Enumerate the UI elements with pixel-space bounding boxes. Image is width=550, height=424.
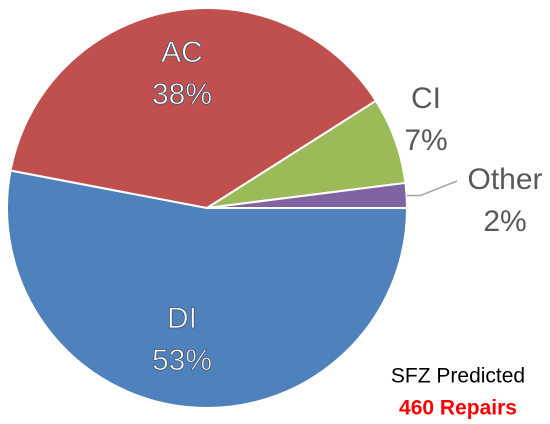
- category-label: Other: [467, 163, 542, 196]
- category-label: DI: [167, 302, 197, 335]
- leader-line: [406, 180, 458, 197]
- category-label: CI: [411, 82, 441, 115]
- value-label: 53%: [152, 344, 212, 377]
- value-label: 2%: [483, 205, 526, 238]
- annotation: SFZ Predicted: [391, 365, 525, 388]
- value-label: 7%: [404, 124, 447, 157]
- value-label: 38%: [152, 78, 212, 111]
- pie-slice: [6, 169, 409, 409]
- category-label: AC: [161, 36, 203, 69]
- annotation: 460 Repairs: [399, 397, 517, 420]
